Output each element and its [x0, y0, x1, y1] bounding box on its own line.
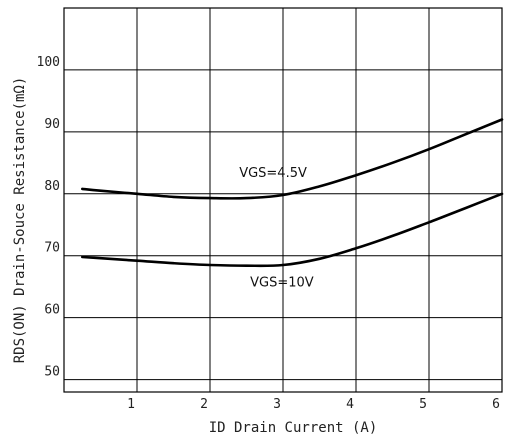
- x-tick-label: 4: [346, 397, 354, 412]
- x-tick-label: 5: [419, 397, 427, 412]
- x-tick-label: 1: [127, 397, 135, 412]
- y-tick-label: 50: [44, 365, 60, 380]
- x-tick-label: 3: [273, 397, 281, 412]
- series-annotation: VGS=4.5V: [239, 166, 307, 181]
- x-axis-label: ID Drain Current (A): [209, 420, 378, 436]
- series-line-vgs-10v: [81, 192, 504, 268]
- grid-lines: [64, 8, 503, 392]
- y-tick-labels: 50 60 70 80 90 100: [37, 55, 60, 380]
- curves: [81, 118, 504, 268]
- annotations: VGS=4.5V VGS=10V: [239, 166, 314, 291]
- series-annotation: VGS=10V: [250, 276, 314, 291]
- y-tick-label: 60: [44, 303, 60, 318]
- series-line-vgs-4-5v: [81, 118, 504, 200]
- y-axis-label: RDS(ON) Drain-Souce Resistance(mΩ): [12, 77, 28, 364]
- y-tick-label: 100: [37, 55, 60, 70]
- x-tick-label: 6: [492, 397, 500, 412]
- y-tick-label: 70: [44, 241, 60, 256]
- x-tick-labels: 1 2 3 4 5 6: [127, 397, 500, 412]
- x-tick-label: 2: [200, 397, 208, 412]
- y-tick-label: 80: [44, 179, 60, 194]
- plot-frame: [63, 7, 503, 393]
- y-tick-label: 90: [44, 117, 60, 132]
